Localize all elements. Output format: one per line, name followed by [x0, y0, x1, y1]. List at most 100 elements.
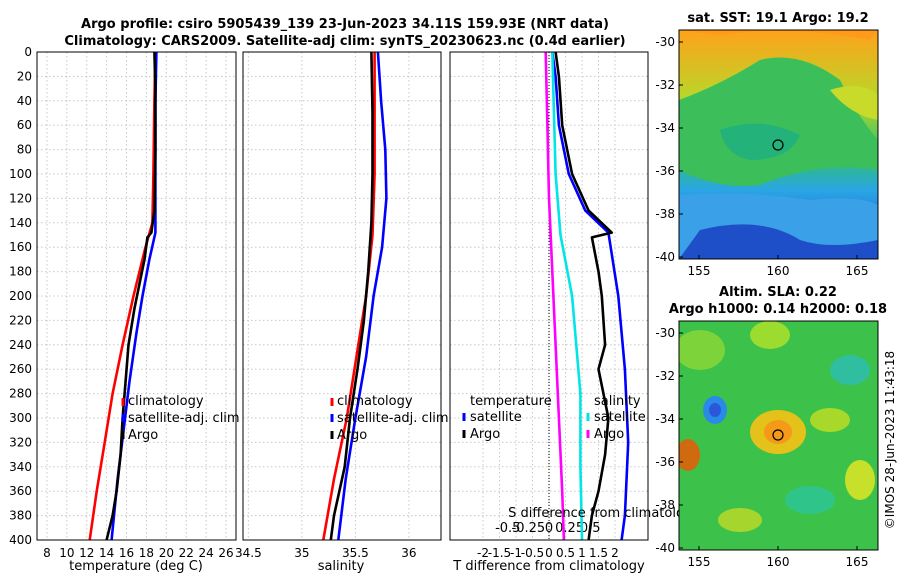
s-diff-tick-label: 0	[545, 521, 553, 536]
map-xtick-label: 165	[846, 264, 869, 278]
temp-xtick-label: 24	[199, 546, 214, 560]
sal-series-climatology	[322, 52, 376, 541]
sal-series-argo	[329, 51, 374, 541]
sst-map: sat. SST: 19.1 Argo: 19.2 -30 -32 -34 -36 -3…	[655, 11, 879, 278]
depth-tick-label: 400	[9, 533, 32, 547]
sal-xtick-label: 34.5	[235, 546, 262, 560]
sal-xtick-label: 35	[294, 546, 309, 560]
temp-xtick-label: 16	[119, 546, 134, 560]
diff-xtick-label: 0	[545, 546, 553, 560]
s-diff-tick-label: -0.5	[495, 521, 520, 536]
depth-tick-label: 100	[9, 167, 32, 181]
diff-series-s-argo	[544, 51, 566, 541]
temperature-panel: 8 10 12 14 16 18 20 22 24 26020406080100120140160…	[9, 45, 240, 574]
map-xtick-label: 160	[767, 264, 790, 278]
map-ytick-label: -36	[655, 455, 675, 469]
sla-argo-location-marker	[772, 429, 784, 441]
sal-legend-climatology: climatology	[337, 394, 413, 409]
diff-s-xlabel: S difference from climatology	[508, 506, 700, 521]
map-xtick-label: 160	[767, 555, 790, 569]
temp-xtick-label: 18	[139, 546, 154, 560]
temp-legend-argo: Argo	[128, 428, 158, 443]
sal-series-satellite-adj-clim	[337, 51, 388, 541]
map-ytick-label: -32	[655, 78, 675, 92]
sal-legend-satellite: satellite-adj. clim	[337, 411, 449, 426]
diff-legend-t-argo: Argo	[470, 427, 500, 442]
depth-tick-label: 320	[9, 435, 32, 449]
diff-xtick-label: 1	[578, 546, 586, 560]
depth-tick-label: 60	[17, 118, 32, 132]
sal-legend: climatology satellite-adj. clim Argo	[330, 394, 449, 443]
temp-xtick-label: 10	[59, 546, 74, 560]
sal-xtick-label: 35.5	[342, 546, 369, 560]
diff-legend: temperature satellite Argo salinity sate…	[462, 394, 646, 442]
sla-map-title-line2: Argo h1000: 0.14 h2000: 0.18	[669, 302, 887, 317]
depth-tick-label: 200	[9, 289, 32, 303]
diff-legend-temperature: temperature	[470, 394, 552, 409]
sal-legend-argo: Argo	[337, 428, 367, 443]
map-ytick-label: -40	[655, 250, 675, 264]
depth-tick-label: 20	[17, 69, 32, 83]
diff-xtick-label: -0.5	[521, 546, 544, 560]
depth-tick-label: 0	[24, 45, 32, 59]
sst-map-title: sat. SST: 19.1 Argo: 19.2	[687, 11, 868, 26]
diff-legend-salinity: salinity	[594, 394, 641, 409]
sst-argo-location-marker	[772, 139, 784, 151]
diff-xtick-label: -1.5	[488, 546, 511, 560]
temp-xtick-label: 12	[79, 546, 94, 560]
depth-tick-label: 280	[9, 387, 32, 401]
map-ytick-label: -40	[655, 541, 675, 555]
temp-legend-climatology: climatology	[128, 394, 204, 409]
diff-xtick-label: 1.5	[589, 546, 608, 560]
depth-tick-label: 80	[17, 143, 32, 157]
map-ytick-label: -38	[655, 207, 675, 221]
map-ytick-label: -36	[655, 164, 675, 178]
map-ytick-label: -34	[655, 412, 675, 426]
depth-tick-label: 140	[9, 216, 32, 230]
sla-map: Altim. SLA: 0.22 Argo h1000: 0.14 h2000:…	[655, 285, 887, 569]
temp-legend: climatology satellite-adj. clim Argo	[121, 394, 240, 443]
map-ytick-label: -32	[655, 369, 675, 383]
map-ytick-label: -38	[655, 498, 675, 512]
map-ytick-label: -30	[655, 326, 675, 340]
temp-series-argo	[105, 51, 157, 541]
depth-tick-label: 380	[9, 509, 32, 523]
diff-legend-t-satellite: satellite	[470, 410, 522, 425]
sal-xlabel: salinity	[318, 559, 365, 574]
s-diff-tick-label: -0.25	[512, 521, 546, 536]
diff-xtick-label: -2	[477, 546, 489, 560]
diff-t-xlabel: T difference from climatology	[452, 559, 645, 574]
temp-series-climatology	[88, 51, 157, 541]
temp-xtick-label: 20	[159, 546, 174, 560]
title-line1: Argo profile: csiro 5905439_139 23-Jun-2…	[81, 17, 609, 32]
imos-credit: ©IMOS 28-Jun-2023 11:43:18	[883, 351, 897, 529]
sla-map-title-line1: Altim. SLA: 0.22	[719, 285, 837, 300]
map-xtick-label: 165	[846, 555, 869, 569]
temp-xtick-label: 26	[218, 546, 233, 560]
map-ytick-label: -30	[655, 35, 675, 49]
depth-tick-label: 360	[9, 484, 32, 498]
sal-xtick-label: 36	[401, 546, 416, 560]
map-xtick-label: 155	[688, 555, 711, 569]
temp-xtick-label: 14	[99, 546, 114, 560]
depth-tick-label: 300	[9, 411, 32, 425]
difference-panel: -2-1.5-1-0.5 0 0.5 1 1.5 2-0.5-0.25 0 0.250.5 t…	[449, 51, 700, 574]
temp-xlabel: temperature (deg C)	[69, 559, 203, 574]
depth-tick-label: 220	[9, 313, 32, 327]
map-ytick-label: -34	[655, 121, 675, 135]
depth-tick-label: 240	[9, 338, 32, 352]
map-xtick-label: 155	[688, 264, 711, 278]
diff-xtick-label: 2	[611, 546, 619, 560]
diff-legend-s-argo: Argo	[594, 427, 624, 442]
diff-legend-s-satellite: satellite	[594, 410, 646, 425]
temp-xtick-label: 8	[43, 546, 51, 560]
depth-tick-label: 180	[9, 265, 32, 279]
diff-series-s-satellite	[551, 51, 584, 541]
diff-xtick-label: -1	[510, 546, 522, 560]
temp-xtick-label: 22	[179, 546, 194, 560]
depth-tick-label: 160	[9, 240, 32, 254]
depth-tick-label: 260	[9, 362, 32, 376]
diff-xtick-label: 0.5	[556, 546, 575, 560]
temp-legend-satellite: satellite-adj. clim	[128, 411, 240, 426]
